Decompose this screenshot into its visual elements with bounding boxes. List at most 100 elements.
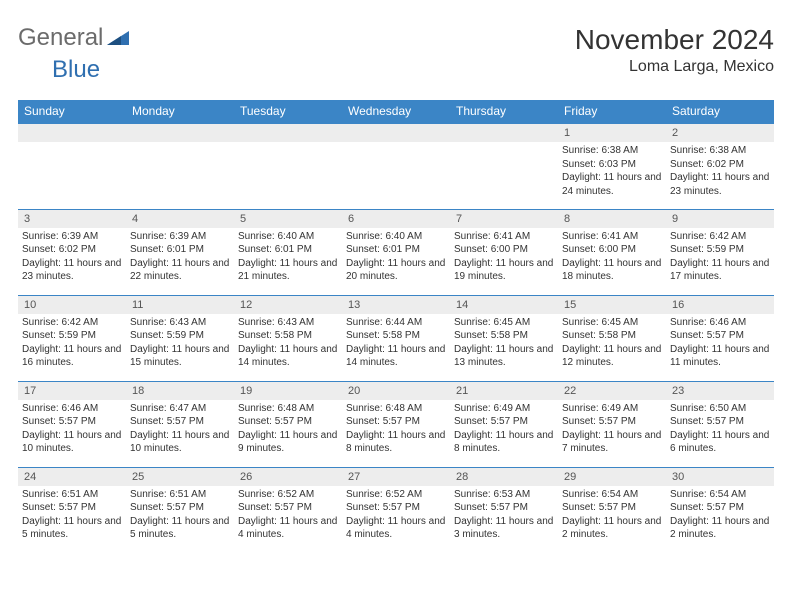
day-details: Sunrise: 6:39 AMSunset: 6:02 PMDaylight:… <box>18 228 126 286</box>
sunrise-text: Sunrise: 6:50 AM <box>670 402 770 416</box>
title-block: November 2024 Loma Larga, Mexico <box>575 24 774 76</box>
sunset-text: Sunset: 5:57 PM <box>670 329 770 343</box>
daylight-text: Daylight: 11 hours and 5 minutes. <box>22 515 122 542</box>
calendar-cell: 6Sunrise: 6:40 AMSunset: 6:01 PMDaylight… <box>342 209 450 295</box>
day-details: Sunrise: 6:48 AMSunset: 5:57 PMDaylight:… <box>342 400 450 458</box>
day-number: 4 <box>126 210 234 228</box>
calendar-cell: 23Sunrise: 6:50 AMSunset: 5:57 PMDayligh… <box>666 381 774 467</box>
calendar-cell: 29Sunrise: 6:54 AMSunset: 5:57 PMDayligh… <box>558 467 666 553</box>
calendar-cell: 7Sunrise: 6:41 AMSunset: 6:00 PMDaylight… <box>450 209 558 295</box>
sunset-text: Sunset: 5:57 PM <box>670 415 770 429</box>
daylight-text: Daylight: 11 hours and 8 minutes. <box>454 429 554 456</box>
day-details: Sunrise: 6:53 AMSunset: 5:57 PMDaylight:… <box>450 486 558 544</box>
weekday-header: Monday <box>126 100 234 123</box>
calendar-week-row: 24Sunrise: 6:51 AMSunset: 5:57 PMDayligh… <box>18 467 774 553</box>
sunrise-text: Sunrise: 6:45 AM <box>454 316 554 330</box>
sunrise-text: Sunrise: 6:48 AM <box>346 402 446 416</box>
day-details: Sunrise: 6:45 AMSunset: 5:58 PMDaylight:… <box>450 314 558 372</box>
sunset-text: Sunset: 5:57 PM <box>22 415 122 429</box>
calendar-cell: 19Sunrise: 6:48 AMSunset: 5:57 PMDayligh… <box>234 381 342 467</box>
sunrise-text: Sunrise: 6:53 AM <box>454 488 554 502</box>
day-number: 8 <box>558 210 666 228</box>
empty-daynum-strip <box>450 124 558 142</box>
day-number: 11 <box>126 296 234 314</box>
day-number: 18 <box>126 382 234 400</box>
day-number: 26 <box>234 468 342 486</box>
daylight-text: Daylight: 11 hours and 23 minutes. <box>22 257 122 284</box>
calendar-cell: 14Sunrise: 6:45 AMSunset: 5:58 PMDayligh… <box>450 295 558 381</box>
sunrise-text: Sunrise: 6:39 AM <box>130 230 230 244</box>
empty-daynum-strip <box>234 124 342 142</box>
daylight-text: Daylight: 11 hours and 16 minutes. <box>22 343 122 370</box>
daylight-text: Daylight: 11 hours and 14 minutes. <box>346 343 446 370</box>
day-details: Sunrise: 6:42 AMSunset: 5:59 PMDaylight:… <box>18 314 126 372</box>
sunrise-text: Sunrise: 6:49 AM <box>562 402 662 416</box>
sunset-text: Sunset: 5:57 PM <box>562 501 662 515</box>
empty-daynum-strip <box>126 124 234 142</box>
calendar-week-row: 1Sunrise: 6:38 AMSunset: 6:03 PMDaylight… <box>18 123 774 209</box>
sunset-text: Sunset: 6:00 PM <box>454 243 554 257</box>
sunset-text: Sunset: 5:57 PM <box>454 415 554 429</box>
day-details: Sunrise: 6:40 AMSunset: 6:01 PMDaylight:… <box>342 228 450 286</box>
day-details: Sunrise: 6:38 AMSunset: 6:02 PMDaylight:… <box>666 142 774 200</box>
day-details: Sunrise: 6:51 AMSunset: 5:57 PMDaylight:… <box>126 486 234 544</box>
calendar-cell: 17Sunrise: 6:46 AMSunset: 5:57 PMDayligh… <box>18 381 126 467</box>
calendar-week-row: 17Sunrise: 6:46 AMSunset: 5:57 PMDayligh… <box>18 381 774 467</box>
sunset-text: Sunset: 6:03 PM <box>562 158 662 172</box>
sunrise-text: Sunrise: 6:42 AM <box>22 316 122 330</box>
sunrise-text: Sunrise: 6:43 AM <box>238 316 338 330</box>
calendar-week-row: 3Sunrise: 6:39 AMSunset: 6:02 PMDaylight… <box>18 209 774 295</box>
day-number: 16 <box>666 296 774 314</box>
day-number: 20 <box>342 382 450 400</box>
calendar-cell <box>126 123 234 209</box>
calendar-cell: 28Sunrise: 6:53 AMSunset: 5:57 PMDayligh… <box>450 467 558 553</box>
calendar-cell: 21Sunrise: 6:49 AMSunset: 5:57 PMDayligh… <box>450 381 558 467</box>
daylight-text: Daylight: 11 hours and 4 minutes. <box>238 515 338 542</box>
calendar-cell: 22Sunrise: 6:49 AMSunset: 5:57 PMDayligh… <box>558 381 666 467</box>
day-number: 2 <box>666 124 774 142</box>
daylight-text: Daylight: 11 hours and 18 minutes. <box>562 257 662 284</box>
sunrise-text: Sunrise: 6:52 AM <box>346 488 446 502</box>
sunset-text: Sunset: 6:00 PM <box>562 243 662 257</box>
sunset-text: Sunset: 5:57 PM <box>238 501 338 515</box>
sunrise-text: Sunrise: 6:38 AM <box>670 144 770 158</box>
sunset-text: Sunset: 5:57 PM <box>346 415 446 429</box>
calendar-cell: 25Sunrise: 6:51 AMSunset: 5:57 PMDayligh… <box>126 467 234 553</box>
day-number: 15 <box>558 296 666 314</box>
sunset-text: Sunset: 5:59 PM <box>670 243 770 257</box>
logo: General <box>18 24 131 52</box>
calendar-cell: 16Sunrise: 6:46 AMSunset: 5:57 PMDayligh… <box>666 295 774 381</box>
day-details: Sunrise: 6:48 AMSunset: 5:57 PMDaylight:… <box>234 400 342 458</box>
sunrise-text: Sunrise: 6:48 AM <box>238 402 338 416</box>
day-number: 17 <box>18 382 126 400</box>
calendar-cell: 11Sunrise: 6:43 AMSunset: 5:59 PMDayligh… <box>126 295 234 381</box>
calendar-cell: 1Sunrise: 6:38 AMSunset: 6:03 PMDaylight… <box>558 123 666 209</box>
daylight-text: Daylight: 11 hours and 24 minutes. <box>562 171 662 198</box>
daylight-text: Daylight: 11 hours and 12 minutes. <box>562 343 662 370</box>
calendar-table: Sunday Monday Tuesday Wednesday Thursday… <box>18 100 774 553</box>
day-details: Sunrise: 6:46 AMSunset: 5:57 PMDaylight:… <box>18 400 126 458</box>
daylight-text: Daylight: 11 hours and 15 minutes. <box>130 343 230 370</box>
day-number: 1 <box>558 124 666 142</box>
day-number: 13 <box>342 296 450 314</box>
day-details: Sunrise: 6:49 AMSunset: 5:57 PMDaylight:… <box>558 400 666 458</box>
day-details: Sunrise: 6:54 AMSunset: 5:57 PMDaylight:… <box>558 486 666 544</box>
location-subtitle: Loma Larga, Mexico <box>575 58 774 76</box>
weekday-header: Wednesday <box>342 100 450 123</box>
daylight-text: Daylight: 11 hours and 23 minutes. <box>670 171 770 198</box>
empty-daynum-strip <box>342 124 450 142</box>
day-details: Sunrise: 6:44 AMSunset: 5:58 PMDaylight:… <box>342 314 450 372</box>
day-number: 24 <box>18 468 126 486</box>
sunrise-text: Sunrise: 6:54 AM <box>670 488 770 502</box>
day-number: 28 <box>450 468 558 486</box>
sunset-text: Sunset: 5:57 PM <box>670 501 770 515</box>
month-title: November 2024 <box>575 24 774 56</box>
day-details: Sunrise: 6:49 AMSunset: 5:57 PMDaylight:… <box>450 400 558 458</box>
sunrise-text: Sunrise: 6:44 AM <box>346 316 446 330</box>
daylight-text: Daylight: 11 hours and 5 minutes. <box>130 515 230 542</box>
sunrise-text: Sunrise: 6:43 AM <box>130 316 230 330</box>
logo-word-2: Blue <box>52 56 100 83</box>
sunset-text: Sunset: 5:57 PM <box>130 415 230 429</box>
day-number: 5 <box>234 210 342 228</box>
day-details: Sunrise: 6:38 AMSunset: 6:03 PMDaylight:… <box>558 142 666 200</box>
